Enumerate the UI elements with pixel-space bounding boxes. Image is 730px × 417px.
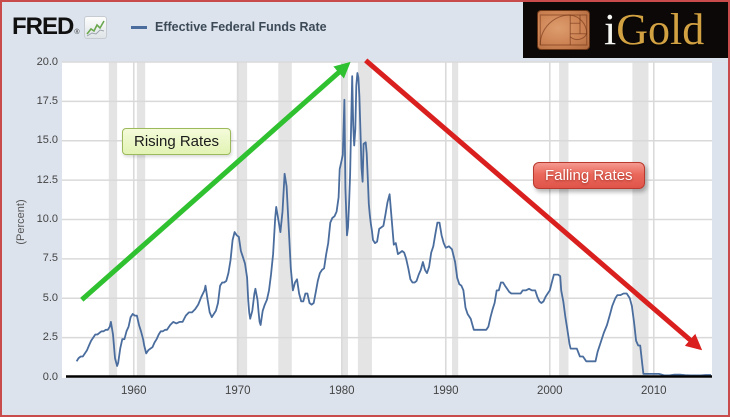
y-tick-label: 5.0 bbox=[42, 291, 58, 304]
legend-line-swatch bbox=[131, 25, 147, 29]
y-axis-ticks: 0.0 2.5 5.0 7.5 10.0 12.5 15.0 17.5 20.0 bbox=[2, 56, 58, 383]
legend: Effective Federal Funds Rate bbox=[131, 20, 327, 34]
igold-logo-text: iGold bbox=[604, 5, 705, 54]
y-tick-label: 20.0 bbox=[36, 55, 58, 68]
x-tick-label: 1970 bbox=[224, 385, 251, 397]
y-tick-label: 0.0 bbox=[42, 370, 58, 383]
rising-rates-label: Rising Rates bbox=[122, 128, 232, 155]
annotation-arrows bbox=[80, 58, 703, 351]
x-tick-label: 2000 bbox=[536, 385, 563, 397]
y-tick-label: 7.5 bbox=[42, 252, 58, 265]
y-tick-label: 17.5 bbox=[36, 94, 58, 107]
y-tick-label: 12.5 bbox=[36, 173, 58, 186]
x-axis-ticks: 1960 1970 1980 1990 2000 2010 bbox=[62, 382, 712, 402]
fred-logo-text: FRED bbox=[12, 13, 74, 40]
fred-sparkline-icon bbox=[83, 15, 107, 39]
igold-logo: iGold bbox=[523, 2, 728, 58]
y-tick-label: 15.0 bbox=[36, 134, 58, 147]
falling-arrow bbox=[364, 58, 703, 351]
golden-spiral-image bbox=[537, 10, 590, 50]
x-tick-label: 1960 bbox=[120, 385, 147, 397]
x-tick-label: 1980 bbox=[328, 385, 355, 397]
x-tick-label: 1990 bbox=[432, 385, 459, 397]
federal-funds-rate-line bbox=[75, 72, 711, 377]
x-tick-label: 2010 bbox=[640, 385, 667, 397]
y-tick-label: 2.5 bbox=[42, 331, 58, 344]
y-tick-label: 10.0 bbox=[36, 213, 58, 225]
legend-label: Effective Federal Funds Rate bbox=[155, 20, 327, 34]
falling-rates-label: Falling Rates bbox=[533, 162, 645, 189]
registered-mark: ® bbox=[74, 28, 80, 36]
plot-area: Rising Rates Falling Rates bbox=[62, 58, 712, 378]
rising-arrow bbox=[80, 61, 351, 302]
fred-logo: FRED ® bbox=[12, 13, 107, 41]
gridlines bbox=[62, 61, 712, 377]
